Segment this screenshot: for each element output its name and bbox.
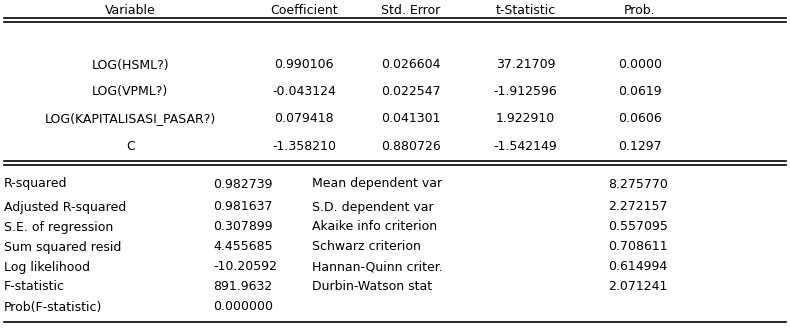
Text: Log likelihood: Log likelihood: [4, 261, 90, 274]
Text: LOG(HSML?): LOG(HSML?): [92, 58, 169, 71]
Text: 4.455685: 4.455685: [213, 240, 273, 254]
Text: Prob.: Prob.: [624, 3, 656, 16]
Text: 0.0000: 0.0000: [618, 58, 662, 71]
Text: Sum squared resid: Sum squared resid: [4, 240, 122, 254]
Text: 0.0606: 0.0606: [618, 113, 662, 126]
Text: 0.022547: 0.022547: [381, 86, 441, 99]
Text: Variable: Variable: [105, 3, 156, 16]
Text: 37.21709: 37.21709: [495, 58, 555, 71]
Text: Akaike info criterion: Akaike info criterion: [312, 220, 437, 233]
Text: 0.041301: 0.041301: [381, 113, 441, 126]
Text: 8.275770: 8.275770: [608, 177, 668, 190]
Text: -1.912596: -1.912596: [494, 86, 557, 99]
Text: 0.990106: 0.990106: [274, 58, 334, 71]
Text: t-Statistic: t-Statistic: [495, 3, 555, 16]
Text: -0.043124: -0.043124: [273, 86, 336, 99]
Text: 0.880726: 0.880726: [381, 140, 441, 153]
Text: R-squared: R-squared: [4, 177, 67, 190]
Text: 2.272157: 2.272157: [608, 200, 668, 213]
Text: F-statistic: F-statistic: [4, 281, 65, 294]
Text: -10.20592: -10.20592: [213, 261, 277, 274]
Text: 0.000000: 0.000000: [213, 301, 273, 314]
Text: 0.026604: 0.026604: [381, 58, 441, 71]
Text: 0.557095: 0.557095: [608, 220, 668, 233]
Text: 0.0619: 0.0619: [618, 86, 662, 99]
Text: Adjusted R-squared: Adjusted R-squared: [4, 200, 126, 213]
Text: C: C: [126, 140, 135, 153]
Text: LOG(KAPITALISASI_PASAR?): LOG(KAPITALISASI_PASAR?): [45, 113, 216, 126]
Text: 0.307899: 0.307899: [213, 220, 273, 233]
Text: Durbin-Watson stat: Durbin-Watson stat: [312, 281, 432, 294]
Text: S.D. dependent var: S.D. dependent var: [312, 200, 434, 213]
Text: Hannan-Quinn criter.: Hannan-Quinn criter.: [312, 261, 443, 274]
Text: -1.542149: -1.542149: [494, 140, 557, 153]
Text: 0.981637: 0.981637: [213, 200, 273, 213]
Text: Mean dependent var: Mean dependent var: [312, 177, 442, 190]
Text: 891.9632: 891.9632: [213, 281, 273, 294]
Text: -1.358210: -1.358210: [272, 140, 337, 153]
Text: S.E. of regression: S.E. of regression: [4, 220, 113, 233]
Text: 0.982739: 0.982739: [213, 177, 273, 190]
Text: 1.922910: 1.922910: [496, 113, 555, 126]
Text: 0.079418: 0.079418: [274, 113, 334, 126]
Text: LOG(VPML?): LOG(VPML?): [92, 86, 168, 99]
Text: 0.614994: 0.614994: [608, 261, 668, 274]
Text: 2.071241: 2.071241: [608, 281, 668, 294]
Text: 0.1297: 0.1297: [618, 140, 662, 153]
Text: Prob(F-statistic): Prob(F-statistic): [4, 301, 103, 314]
Text: Std. Error: Std. Error: [382, 3, 441, 16]
Text: 0.708611: 0.708611: [608, 240, 668, 254]
Text: Schwarz criterion: Schwarz criterion: [312, 240, 421, 254]
Text: Coefficient: Coefficient: [270, 3, 338, 16]
